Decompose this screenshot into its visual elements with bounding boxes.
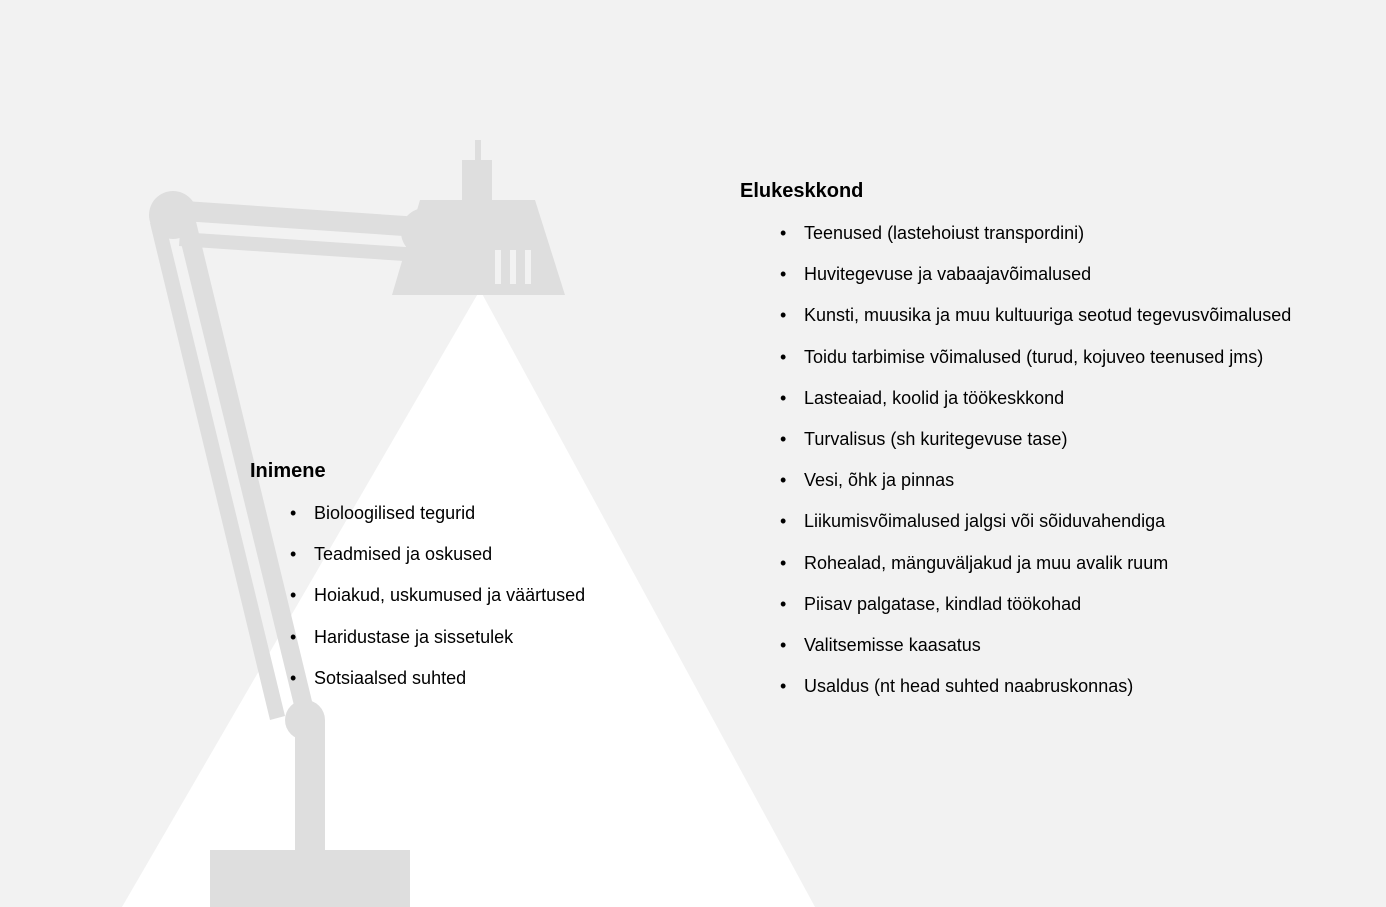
section-inimene-list: Bioloogilised tegurid Teadmised ja oskus… [250,501,610,691]
section-elukeskkond: Elukeskkond Teenused (lastehoiust transp… [740,180,1300,715]
list-item: Teadmised ja oskused [290,542,610,567]
list-item: Huvitegevuse ja vabaajavõimalused [780,262,1300,287]
lamp-joint-head [401,208,449,256]
list-item: Piisav palgatase, kindlad töökohad [780,592,1300,617]
list-item: Haridustase ja sissetulek [290,625,610,650]
lamp-joint-elbow [149,191,197,239]
section-elukeskkond-title: Elukeskkond [740,180,1300,203]
list-item: Teenused (lastehoiust transpordini) [780,221,1300,246]
list-item: Kunsti, muusika ja muu kultuuriga seotud… [780,303,1300,328]
list-item: Turvalisus (sh kuritegevuse tase) [780,427,1300,452]
list-item: Liikumisvõimalused jalgsi või sõiduvahen… [780,509,1300,534]
lamp-base [210,850,410,907]
list-item: Toidu tarbimise võimalused (turud, kojuv… [780,345,1300,370]
lamp-head [392,140,565,295]
list-item: Rohealad, mänguväljakud ja muu avalik ru… [780,551,1300,576]
section-elukeskkond-list: Teenused (lastehoiust transpordini) Huvi… [740,221,1300,699]
list-item: Vesi, õhk ja pinnas [780,468,1300,493]
list-item: Usaldus (nt head suhted naabruskonnas) [780,674,1300,699]
infographic-canvas: Inimene Bioloogilised tegurid Teadmised … [0,0,1386,907]
list-item: Hoiakud, uskumused ja väärtused [290,583,610,608]
list-item: Lasteaiad, koolid ja töökeskkond [780,386,1300,411]
lamp-stem [295,720,325,860]
section-inimene: Inimene Bioloogilised tegurid Teadmised … [250,460,610,707]
lamp-upper-arm [168,200,435,262]
list-item: Bioloogilised tegurid [290,501,610,526]
section-inimene-title: Inimene [250,460,610,483]
list-item: Valitsemisse kaasatus [780,633,1300,658]
list-item: Sotsiaalsed suhted [290,666,610,691]
